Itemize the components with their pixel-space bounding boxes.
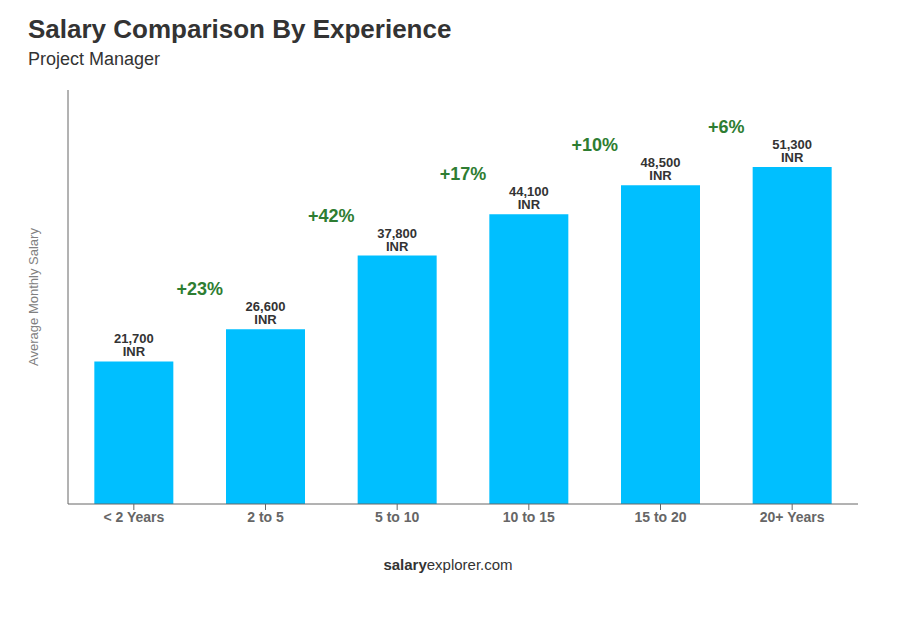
svg-text:26,600INR: 26,600INR — [246, 299, 286, 327]
svg-text:5 to 10: 5 to 10 — [375, 509, 420, 525]
svg-text:44,100INR: 44,100INR — [509, 184, 549, 212]
svg-text:21,700INR: 21,700INR — [114, 331, 154, 359]
html-text:Salary Comparison By Experienc: Salary Comparison By Experience — [28, 14, 452, 44]
svg-text:2 to 5: 2 to 5 — [247, 509, 284, 525]
svg-text:+23%: +23% — [176, 279, 223, 299]
svg-text:+6%: +6% — [708, 117, 745, 137]
svg-text:+42%: +42% — [308, 206, 355, 226]
html-text:salary explorer.com: salary explorer.com — [383, 556, 513, 573]
svg-text:51,300INR: 51,300INR — [772, 137, 812, 165]
svg-text:< 2 Years: < 2 Years — [103, 509, 164, 525]
svg-text:Average Monthly Salary: Average Monthly Salary — [26, 228, 41, 366]
svg-text:15 to 20: 15 to 20 — [634, 509, 686, 525]
svg-text:48,500INR: 48,500INR — [641, 155, 681, 183]
svg-text:+17%: +17% — [440, 164, 487, 184]
svg-text:37,800INR: 37,800INR — [377, 226, 417, 254]
svg-text:+10%: +10% — [571, 135, 618, 155]
svg-text:20+ Years: 20+ Years — [760, 509, 825, 525]
html-text:Project Manager: Project Manager — [28, 49, 161, 69]
svg-text:10 to 15: 10 to 15 — [503, 509, 555, 525]
